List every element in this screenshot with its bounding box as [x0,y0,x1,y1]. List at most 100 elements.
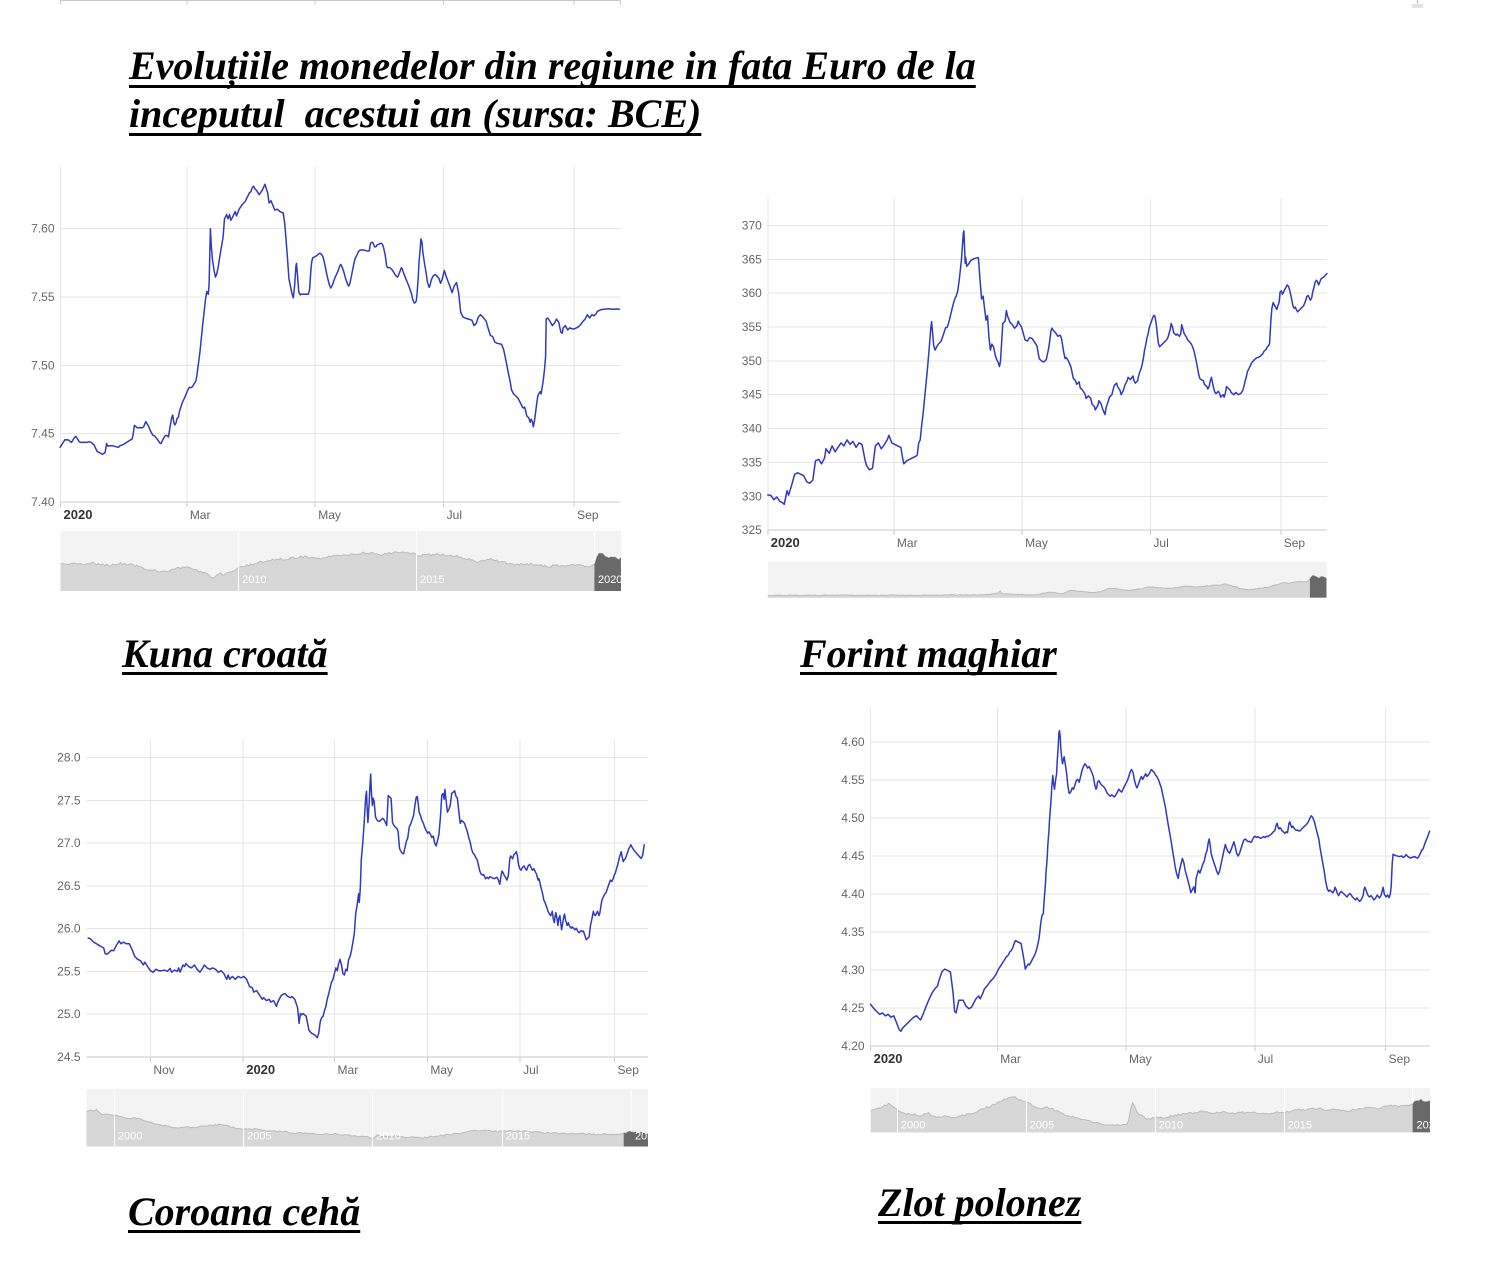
series-line-EUR/HRK [59,183,621,456]
chart-title-kuna-croata: Kuna croată [122,631,328,676]
navigator-coroana-ceha[interactable]: 2000 2005 2010 2015 2020 [86,1089,659,1147]
plot-area-coroana-ceha[interactable] [87,740,649,1057]
plot-area-zlot-polonez[interactable] [871,707,1430,1046]
x-axis-label: May [1025,536,1048,550]
x-axis-label: May [1129,1052,1152,1066]
navigator-series-outline [870,1096,1430,1127]
x-axis-label: Jul [1153,536,1168,550]
navigator-forint-maghiar[interactable] [767,561,1327,598]
y-axis-label: 26.0 [57,922,81,936]
navigator-inner: 2010 2015 2020 [60,531,622,591]
series-line-EUR/CZK [87,773,645,1039]
x-axis-label: Mar [338,1063,359,1077]
navigator-year-label: 2015 [1288,1119,1312,1131]
chart-title-forint-maghiar: Forint maghiar [800,631,1057,676]
navigator-kuna-croata[interactable]: 2010 2015 2020 [60,531,623,591]
series-line-EUR/PLN [869,729,1431,1033]
x-axis-label: 2020 [771,535,800,550]
plot-area-kuna-croata[interactable] [61,167,621,503]
x-axis-label: Sep [618,1063,640,1077]
y-axis-label: 25.0 [57,1007,81,1021]
x-axis-label: Jul [1258,1052,1273,1066]
navigator-selected-window[interactable] [61,552,622,591]
x-axis-label: Nov [153,1063,174,1077]
x-axis-label: Mar [897,536,918,550]
y-axis-label: 26.5 [57,879,81,893]
y-axis-label: 27.0 [57,836,81,850]
x-axis-label: Jul [523,1063,538,1077]
navigator-series-outline [86,1108,648,1140]
y-axis-label: 4.25 [841,1001,865,1015]
x-axis-label: Jul [447,508,462,522]
navigator-year-label: 2020 [598,574,622,586]
navigator-year-label: 2005 [1030,1119,1054,1131]
x-axis-label: Sep [1284,536,1306,550]
navigator-selected-window[interactable] [86,1109,648,1147]
navigator-series-outline [767,574,1327,597]
navigator-zlot-polonez[interactable]: 2000 2005 2010 2015 2020 [870,1088,1441,1133]
navigator-year-label: 2020 [635,1131,659,1143]
y-axis-label: 340 [742,422,762,436]
y-axis-label: 27.5 [57,793,81,807]
chart-zlot-polonez: 4.20 4.25 4.30 4.35 4.40 4.45 4.50 4.55 4.60 2020… [841,707,1431,1066]
y-axis-label: 325 [742,523,762,537]
y-axis-label: 7.60 [31,222,55,236]
y-axis-label: 345 [742,388,762,402]
navigator-year-label: 2010 [1159,1119,1183,1131]
navigator-year-label: 2010 [242,574,266,586]
y-axis-label: 360 [742,286,762,300]
navigator-series-area [60,551,621,591]
navigator-series-area [767,575,1327,598]
y-axis-label: 4.60 [841,735,865,749]
y-axis-label: 4.30 [841,963,865,977]
y-axis-label: 4.40 [841,887,865,901]
navigator-series-outline [60,551,621,579]
series-line-EUR/HUF [767,230,1328,506]
navigator-series-area [86,1109,648,1147]
cropped-chart-remnant [60,0,1423,8]
y-axis-label: 4.20 [841,1039,865,1053]
chart-forint-maghiar: 325 330 335 340 345 350 355 360 365 370 2020 Mar May… [742,198,1328,550]
y-axis-label: 365 [742,252,762,266]
x-axis-label: Sep [577,508,599,522]
page-title-line1: Evoluțiile monedelor din regiune in fata… [129,43,976,88]
x-axis-label: Mar [1000,1052,1021,1066]
navigator-inner [767,561,1327,598]
navigator-year-label: 2015 [506,1131,530,1143]
y-axis-label: 7.50 [31,358,55,372]
x-axis-label: May [318,508,341,522]
page-title: Evoluțiile monedelor din regiune in fata… [129,42,976,138]
navigator-year-label: 2000 [118,1131,142,1143]
navigator-year-label: 2015 [420,574,444,586]
navigator-year-label: 2005 [247,1131,271,1143]
navigator-selected-window[interactable] [871,1097,1435,1133]
navigator-year-label: 2000 [901,1119,925,1131]
y-axis-label: 370 [742,218,762,232]
y-axis-label: 7.55 [31,290,55,304]
y-axis-label: 4.35 [841,925,865,939]
chart-coroana-ceha: 24.5 25.0 25.5 26.0 26.5 27.0 27.5 28.0 Nov 2020 M… [57,739,649,1077]
navigator-inner: 2000 2005 2010 2015 2020 [86,1089,659,1147]
y-axis-label: 4.50 [841,811,865,825]
plot-area-forint-maghiar[interactable] [768,199,1327,531]
y-axis-label: 24.5 [57,1050,81,1064]
y-axis-label: 4.55 [841,773,865,787]
x-axis-label: Sep [1389,1052,1411,1066]
x-axis-label: May [430,1063,453,1077]
page-title-line2: inceputul acestui an (sursa: BCE) [129,91,702,136]
x-axis-label: 2020 [64,507,93,522]
navigator-year-label: 2010 [376,1131,400,1143]
x-axis-label: Mar [190,508,211,522]
x-axis-label: 2020 [246,1062,275,1077]
navigator-series-area [870,1096,1430,1133]
navigator-selected-window[interactable] [768,575,1327,598]
remnant-label-fragment [1412,4,1423,8]
navigator-year-label: 2020 [1416,1119,1440,1131]
y-axis-label: 7.40 [31,495,55,509]
chart-kuna-croata: 7.40 7.45 7.50 7.55 7.60 2020 Mar May Jul Sep [31,166,621,522]
x-axis-label: 2020 [874,1051,903,1066]
y-axis-label: 25.5 [57,964,81,978]
y-axis-label: 28.0 [57,751,81,765]
